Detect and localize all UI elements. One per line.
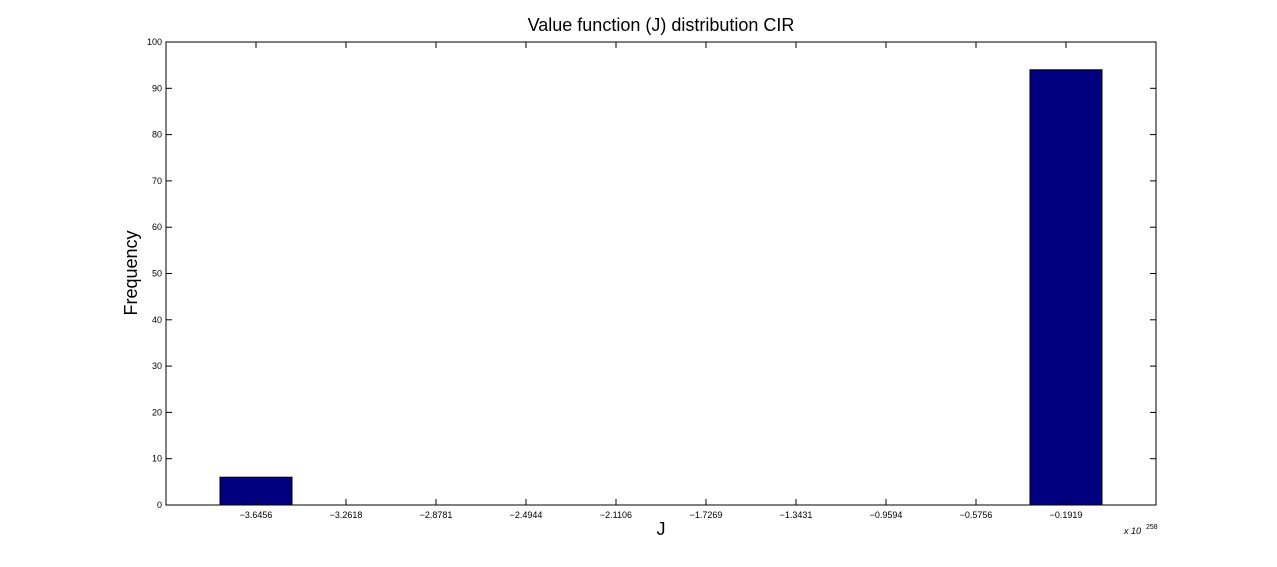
x-tick-label-5: −1.7269 <box>690 510 723 520</box>
x-tick-label-4: −2.1106 <box>600 510 632 520</box>
plot-frame <box>165 41 1157 506</box>
x-tick-label-7: −0.9594 <box>870 510 903 520</box>
y-tick-label-4: 40 <box>152 315 162 325</box>
y-tick-label-10: 100 <box>147 37 162 47</box>
x-axis-multiplier: x 10 <box>1123 526 1141 536</box>
x-tick-label-0: −3.6456 <box>240 510 273 520</box>
x-tick-label-3: −2.4944 <box>510 510 543 520</box>
x-tick-label-6: −1.3431 <box>780 510 813 520</box>
y-tick-label-0: 0 <box>157 500 162 510</box>
y-tick-label-8: 80 <box>152 130 162 140</box>
x-tick-label-1: −3.2618 <box>330 510 363 520</box>
chart-title: Value function (J) distribution CIR <box>528 15 795 35</box>
x-tick-label-2: −2.8781 <box>420 510 453 520</box>
y-tick-label-7: 70 <box>152 176 162 186</box>
x-axis-label: J <box>657 519 666 539</box>
y-tick-label-1: 10 <box>152 454 162 464</box>
y-axis-label: Frequency <box>121 230 141 315</box>
y-tick-label-9: 90 <box>152 83 162 93</box>
y-tick-label-5: 50 <box>152 269 162 279</box>
x-tick-label-9: −0.1919 <box>1050 510 1083 520</box>
y-tick-label-3: 30 <box>152 361 162 371</box>
ticks-layer: 0 10 20 30 40 50 60 70 80 90 100 −3.6456 −3.2618 −2.8… <box>147 37 1156 520</box>
y-tick-label-6: 60 <box>152 222 162 232</box>
x-tick-label-8: −0.5756 <box>960 510 993 520</box>
bar-9 <box>1029 69 1103 506</box>
x-axis-multiplier-exponent: 258 <box>1146 524 1158 531</box>
bars-layer <box>219 69 1103 506</box>
y-tick-label-2: 20 <box>152 407 162 417</box>
